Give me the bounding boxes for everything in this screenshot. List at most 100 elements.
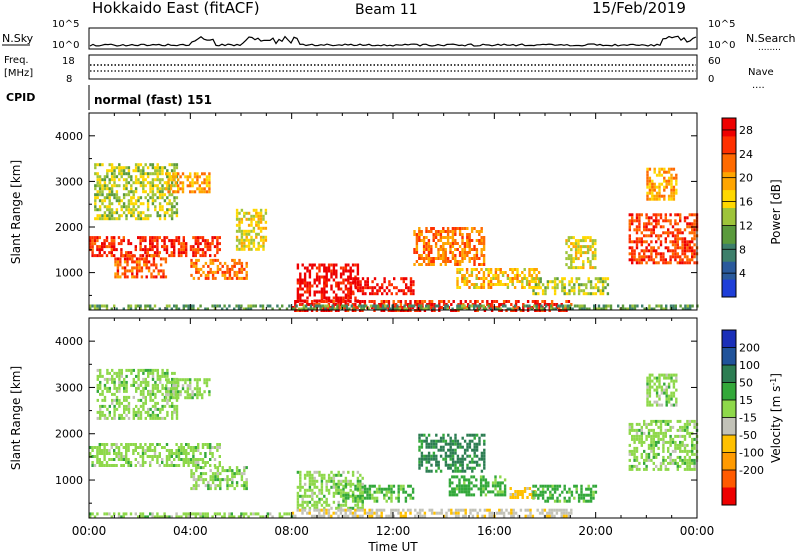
- vel-cell: [122, 515, 125, 519]
- vel-cell: [195, 487, 198, 491]
- power-cell: [413, 304, 416, 308]
- power-cell: [262, 217, 265, 221]
- power-cell: [240, 276, 244, 280]
- vel-cell: [368, 484, 372, 488]
- vel-cell: [335, 482, 338, 486]
- vel-cell: [154, 386, 157, 390]
- power-colorbar-segment: [722, 189, 736, 208]
- power-cell: [130, 175, 133, 179]
- vel-cell: [161, 407, 164, 411]
- power-cell: [563, 286, 566, 290]
- vel-cell: [137, 383, 140, 387]
- power-cell: [247, 307, 250, 311]
- power-cell: [194, 248, 197, 252]
- vel-cell: [399, 511, 403, 515]
- power-cell: [127, 172, 131, 176]
- vel-cell: [101, 374, 104, 378]
- power-cell: [204, 251, 207, 255]
- power-cell: [91, 254, 94, 258]
- power-cell: [216, 267, 220, 271]
- power-cell: [335, 296, 338, 300]
- vel-cell: [123, 383, 126, 387]
- power-cell: [420, 307, 423, 311]
- vel-cell: [174, 381, 177, 385]
- power-cell: [645, 255, 648, 259]
- vel-cell: [189, 446, 193, 449]
- power-cell: [350, 304, 353, 308]
- vel-cell: [676, 467, 679, 471]
- power-cell: [660, 194, 664, 198]
- power-cell: [679, 213, 682, 217]
- power-cell: [231, 258, 234, 262]
- vel-cell: [175, 452, 178, 455]
- vel-cell: [555, 508, 559, 512]
- power-cell: [245, 235, 248, 239]
- vel-cell: [204, 472, 208, 476]
- power-cell: [493, 300, 496, 303]
- vel-cell: [170, 455, 173, 458]
- power-cell: [667, 197, 671, 201]
- power-cell: [663, 194, 666, 198]
- vel-cell: [228, 466, 232, 470]
- power-cell: [504, 283, 507, 286]
- vel-cell: [187, 464, 190, 467]
- vel-cell: [339, 491, 343, 495]
- power-cell: [349, 269, 352, 273]
- power-cell: [674, 213, 677, 217]
- power-cell: [589, 239, 592, 243]
- vel-cell: [459, 442, 462, 446]
- vel-cell: [483, 454, 486, 458]
- power-cell: [466, 254, 469, 257]
- power-cell: [216, 239, 219, 243]
- power-cell: [315, 266, 319, 270]
- vel-cell: [570, 508, 573, 512]
- power-cell: [561, 283, 564, 287]
- nave-marker: ....: [752, 80, 765, 91]
- vel-cell: [111, 416, 114, 420]
- power-cell: [458, 251, 462, 254]
- vel-cell: [652, 431, 655, 435]
- power-cell: [130, 214, 133, 218]
- vel-cell: [669, 428, 672, 432]
- vel-cell: [135, 413, 138, 417]
- vel-cell: [228, 512, 231, 516]
- vel-cell: [427, 460, 431, 464]
- vel-cell: [356, 479, 360, 483]
- vel-cell: [320, 476, 324, 480]
- vel-cell: [165, 396, 168, 400]
- power-cell: [645, 225, 648, 229]
- power-cell: [377, 307, 380, 311]
- vel-cell: [159, 410, 162, 414]
- power-cell: [691, 237, 694, 241]
- power-cell: [255, 211, 258, 215]
- vel-cell: [483, 451, 486, 455]
- power-cell: [586, 248, 590, 252]
- vel-cell: [141, 446, 145, 449]
- vel-cell: [633, 452, 636, 456]
- power-cell: [313, 278, 316, 282]
- vel-cell: [182, 461, 185, 464]
- vel-cell: [318, 500, 321, 504]
- power-cell: [667, 167, 671, 171]
- power-cell: [118, 178, 121, 182]
- vel-cell: [463, 490, 466, 494]
- vel-cell: [139, 368, 143, 372]
- power-cell: [400, 289, 403, 293]
- vel-cell: [118, 377, 121, 381]
- power-cell: [530, 280, 534, 283]
- vel-cell: [187, 461, 190, 464]
- vel-cell: [657, 467, 660, 471]
- vel-cell: [459, 469, 462, 473]
- power-cell: [482, 236, 486, 239]
- vel-cell: [339, 473, 343, 477]
- vel-region: [342, 484, 415, 503]
- power-cell: [672, 194, 676, 198]
- vel-cell: [202, 466, 205, 470]
- vel-cell: [448, 484, 452, 488]
- power-cell: [155, 263, 158, 267]
- vel-cell: [445, 514, 448, 518]
- power-cell: [646, 179, 649, 183]
- power-cell: [523, 268, 526, 271]
- vel-cell: [142, 377, 145, 381]
- power-cell: [456, 271, 459, 274]
